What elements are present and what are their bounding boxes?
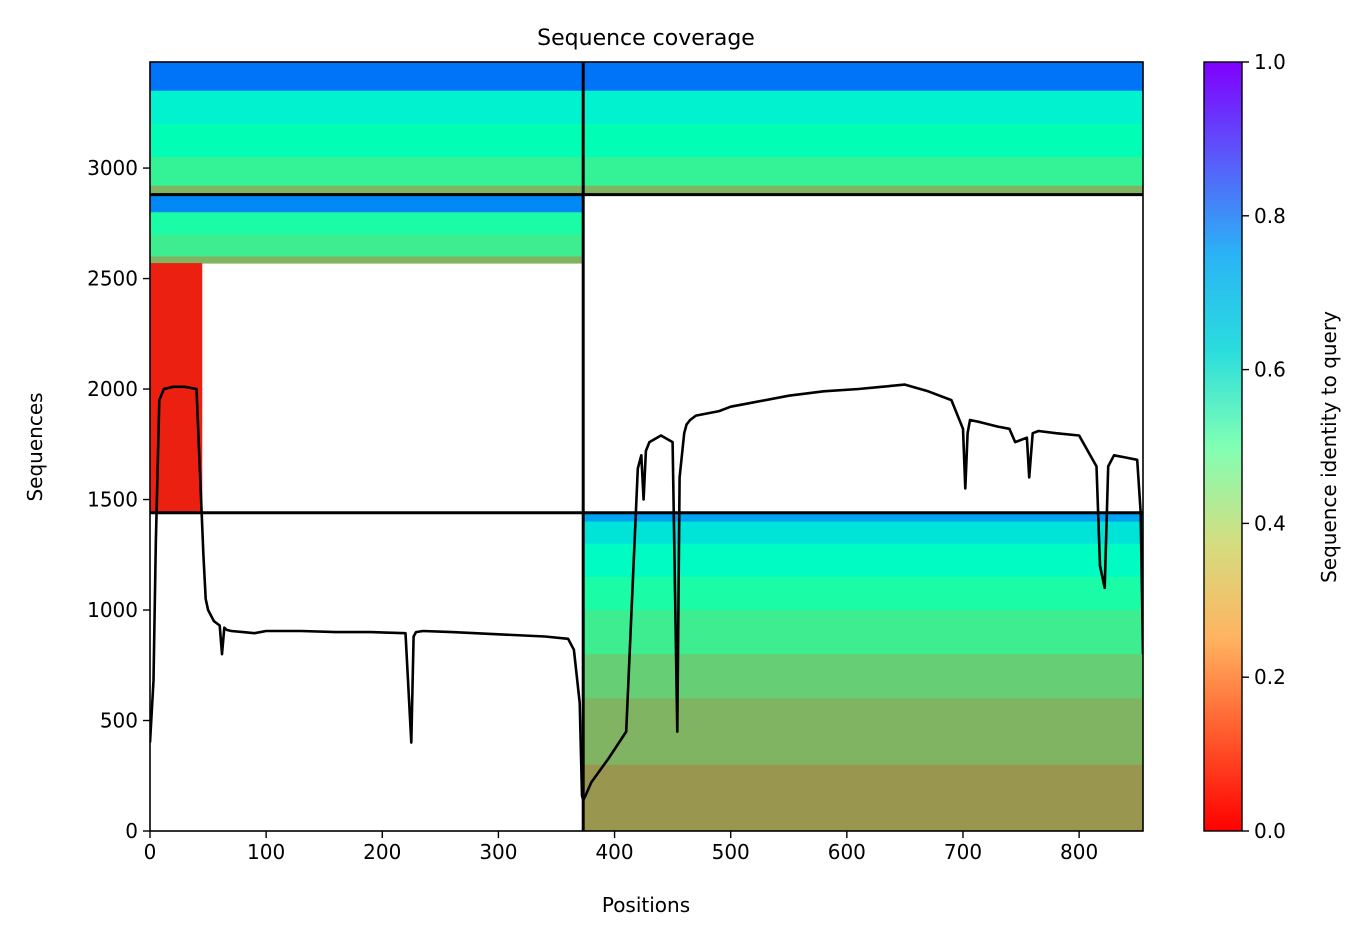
heat-band-paired	[150, 62, 1143, 92]
heat-band-chain1-only	[150, 194, 584, 213]
heat-band-chain2-only	[583, 654, 1143, 699]
colorbar	[1203, 61, 1243, 832]
colorbar-tick-label: 0.4	[1254, 511, 1286, 535]
y-tick-label: 2000	[87, 377, 138, 401]
heat-band-paired	[150, 123, 1143, 158]
y-tick-label: 1500	[87, 488, 138, 512]
x-tick-label: 500	[712, 840, 750, 864]
colorbar-ticks: 0.0 0.2 0.4 0.6 0.8 1.0	[1242, 50, 1286, 843]
chart-title: Sequence coverage	[537, 26, 755, 51]
colorbar-label: Sequence identity to query	[1317, 311, 1341, 583]
heat-band-chain1-only	[150, 212, 584, 235]
colorbar-tick-label: 0.8	[1254, 204, 1286, 228]
y-tick-label: 1000	[87, 598, 138, 622]
y-axis-label: Sequences	[23, 392, 47, 501]
coverage-line	[150, 383, 1143, 802]
heat-band-paired	[150, 157, 1143, 187]
x-axis-label: Positions	[602, 893, 690, 917]
x-tick-label: 600	[828, 840, 866, 864]
x-axis-ticks: 0 100 200 300 400 500 600 700 800	[144, 831, 1098, 864]
heat-band-paired	[150, 90, 1143, 125]
x-tick-label: 400	[595, 840, 633, 864]
colorbar-tick-label: 0.6	[1254, 358, 1286, 382]
y-axis-ticks: 0 500 1000 1500 2000 2500 3000	[87, 156, 150, 843]
heat-band-chain2-only	[583, 543, 1143, 578]
colorbar-tick-label: 1.0	[1254, 50, 1286, 74]
heat-band-chain2-only	[583, 521, 1143, 545]
colorbar-tick-label: 0.2	[1254, 665, 1286, 689]
heat-band-chain2-only	[583, 764, 1143, 831]
x-tick-label: 200	[363, 840, 401, 864]
y-tick-label: 0	[125, 819, 138, 843]
heat-band-chain2-only	[583, 576, 1143, 611]
x-tick-label: 300	[479, 840, 517, 864]
heat-band-paired	[150, 185, 1143, 196]
x-tick-label: 0	[144, 840, 157, 864]
colorbar-tick-label: 0.0	[1254, 819, 1286, 843]
heat-band-chain2-only	[583, 512, 1143, 523]
y-tick-label: 500	[100, 709, 138, 733]
x-tick-label: 800	[1060, 840, 1098, 864]
heat-band-chain2-only	[583, 610, 1143, 655]
plot-frame	[149, 61, 1144, 832]
y-tick-label: 2500	[87, 267, 138, 291]
x-tick-label: 100	[247, 840, 285, 864]
x-tick-label: 700	[944, 840, 982, 864]
heat-band-chain1-only	[150, 256, 584, 264]
block-boundaries	[150, 62, 1143, 831]
heat-band-chain1-only	[150, 234, 584, 257]
heat-band-chain2-only	[583, 698, 1143, 766]
y-tick-label: 3000	[87, 156, 138, 180]
